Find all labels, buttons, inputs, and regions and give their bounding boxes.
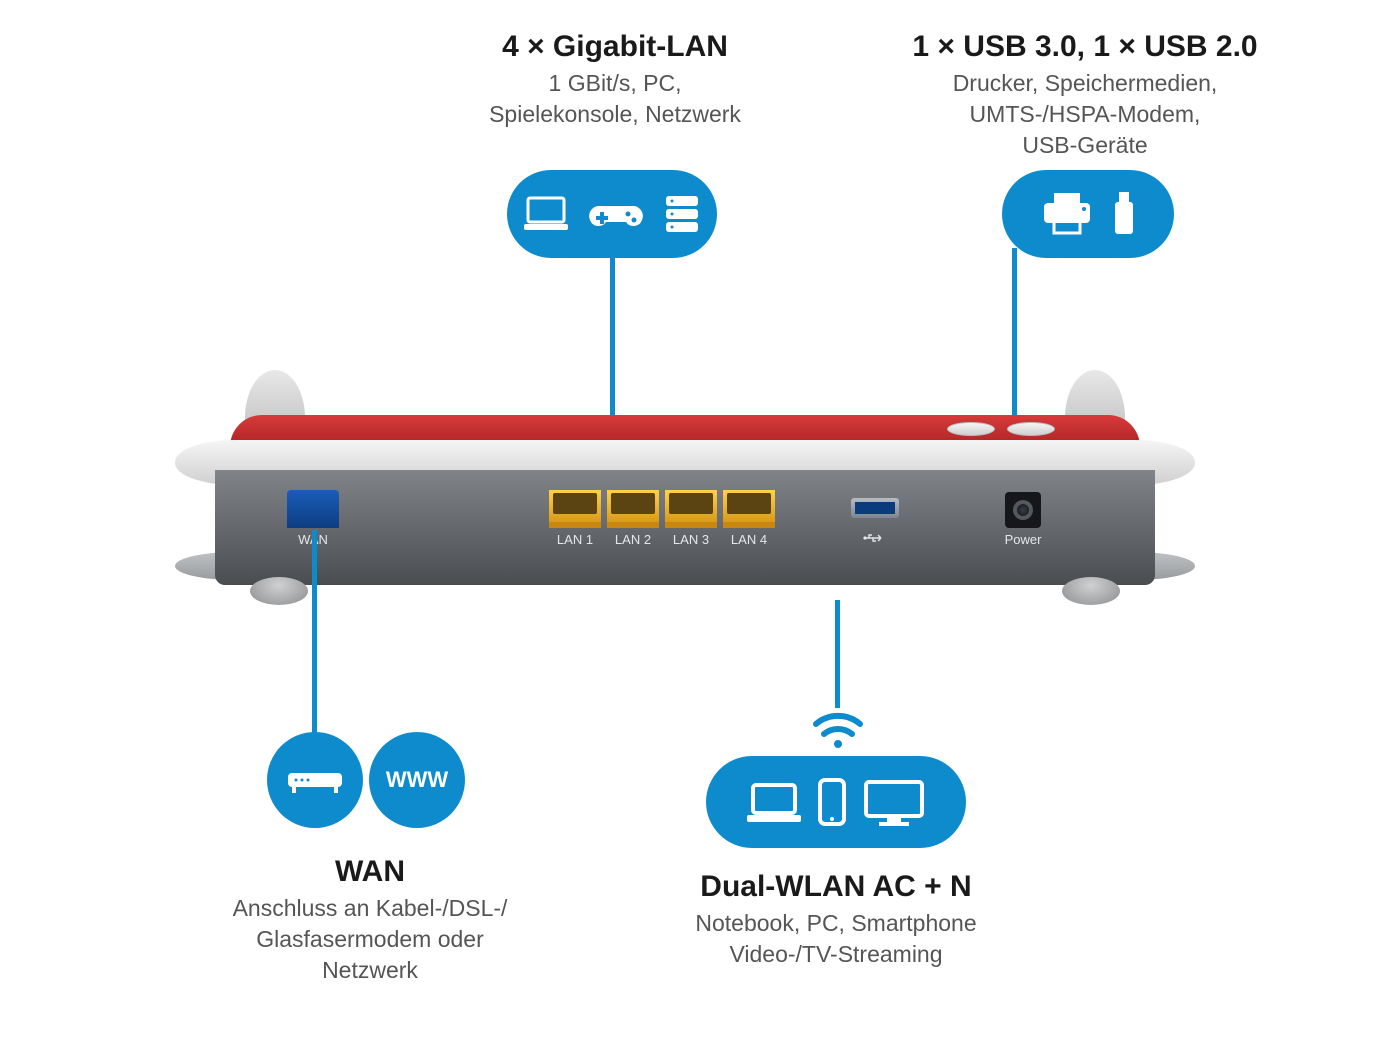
wan-title: WAN (190, 855, 550, 889)
callout-lan: 4 × Gigabit-LAN 1 GBit/s, PC, Spielekons… (430, 30, 800, 130)
laptop-icon (522, 194, 570, 234)
modem-icon (286, 765, 344, 795)
usb-title: 1 × USB 3.0, 1 × USB 2.0 (880, 30, 1290, 64)
callout-usb: 1 × USB 3.0, 1 × USB 2.0 Drucker, Speich… (880, 30, 1290, 161)
storage-icon (662, 192, 702, 236)
usb-subtitle: Drucker, Speichermedien, UMTS-/HSPA-Mode… (880, 68, 1290, 161)
connector-usb-v1 (1012, 248, 1017, 423)
callout-wlan: Dual-WLAN AC + N Notebook, PC, Smartphon… (656, 870, 1016, 970)
port-lan3-label: LAN 3 (673, 532, 709, 547)
port-lan1-label: LAN 1 (557, 532, 593, 547)
port-lan4-label: LAN 4 (731, 532, 767, 547)
foot-left (250, 577, 308, 605)
port-usb-label (863, 532, 887, 547)
router-button-2 (1007, 422, 1055, 436)
foot-right (1062, 577, 1120, 605)
smartphone-icon (817, 777, 847, 827)
wan-circle-www: WWW (369, 732, 465, 828)
wlan-icon-pill (706, 756, 966, 848)
wan-subtitle: Anschluss an Kabel-/DSL-/ Glasfasermodem… (190, 893, 550, 986)
port-lan1 (549, 490, 601, 528)
connector-wlan-v (835, 600, 840, 708)
printer-icon (1040, 191, 1094, 237)
usb-stick-icon (1112, 190, 1136, 238)
port-usb (851, 498, 899, 518)
wan-circle-modem (267, 732, 363, 828)
monitor-icon (861, 777, 927, 827)
port-lan4 (723, 490, 775, 528)
router-device: WAN LAN 1 LAN 2 LAN 3 LAN 4 Power (175, 400, 1195, 605)
port-lan3 (665, 490, 717, 528)
lan-subtitle: 1 GBit/s, PC, Spielekonsole, Netzwerk (430, 68, 800, 130)
wifi-icon (808, 698, 868, 748)
gamepad-icon (588, 194, 644, 234)
port-wan (287, 490, 339, 528)
lan-icon-pill (507, 170, 717, 258)
router-button-1 (947, 422, 995, 436)
wlan-subtitle: Notebook, PC, Smartphone Video-/TV-Strea… (656, 908, 1016, 970)
port-power-label: Power (1005, 532, 1042, 547)
laptop-icon (745, 779, 803, 825)
lan-title: 4 × Gigabit-LAN (430, 30, 800, 64)
www-label: WWW (386, 767, 448, 793)
port-lan2-label: LAN 2 (615, 532, 651, 547)
usb-icon-pill (1002, 170, 1174, 258)
connector-wan (312, 530, 317, 735)
port-lan2 (607, 490, 659, 528)
callout-wan: WAN Anschluss an Kabel-/DSL-/ Glasfaserm… (190, 855, 550, 986)
wlan-title: Dual-WLAN AC + N (656, 870, 1016, 904)
port-power (1005, 492, 1041, 528)
